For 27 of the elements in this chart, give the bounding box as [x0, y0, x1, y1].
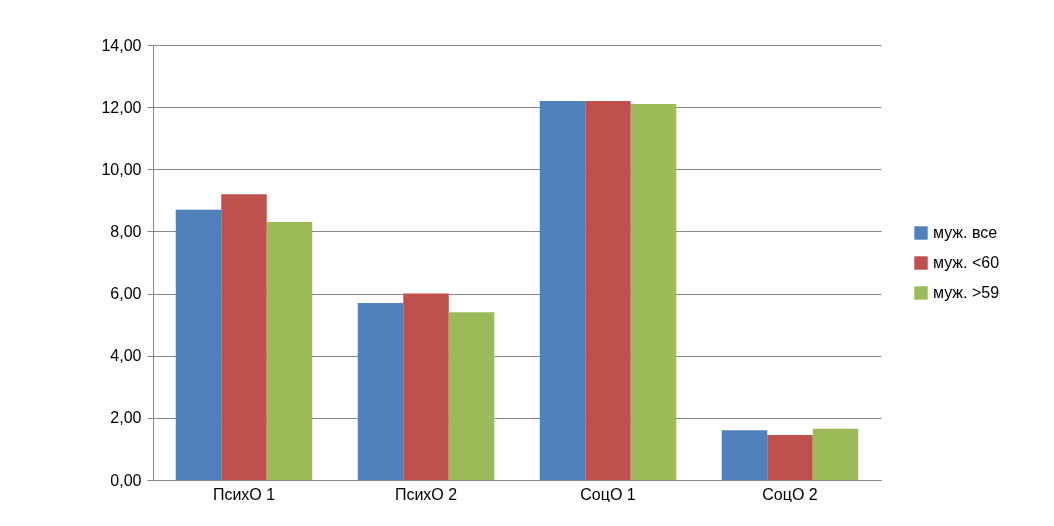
legend-label: муж. все	[933, 224, 998, 241]
bar	[539, 100, 586, 480]
y-tick-label: 6,00	[110, 285, 142, 303]
x-tick-label: ПсихО 2	[394, 485, 458, 503]
bar	[448, 312, 495, 480]
bar	[403, 293, 449, 480]
bar	[221, 194, 267, 480]
bar	[357, 302, 404, 480]
legend-label: муж. <60	[933, 254, 1000, 271]
y-tick-label: 2,00	[110, 409, 142, 427]
legend-label: муж. >59	[933, 284, 1000, 301]
bar	[175, 209, 222, 480]
x-tick-label: СоцО 1	[580, 485, 636, 503]
bar	[585, 100, 631, 480]
y-tick-label: 14,00	[101, 36, 142, 54]
y-tick-label: 8,00	[110, 222, 142, 240]
bar	[812, 428, 859, 480]
bar	[767, 434, 813, 480]
x-tick-label: СоцО 2	[762, 485, 818, 503]
bar	[721, 430, 768, 480]
bar	[630, 104, 677, 480]
y-tick-label: 4,00	[110, 347, 142, 365]
bar	[266, 222, 313, 480]
y-tick-label: 10,00	[101, 160, 142, 178]
y-tick-label: 0,00	[110, 471, 142, 489]
y-tick-label: 12,00	[101, 98, 142, 116]
x-tick-label: ПсихО 1	[212, 485, 276, 503]
